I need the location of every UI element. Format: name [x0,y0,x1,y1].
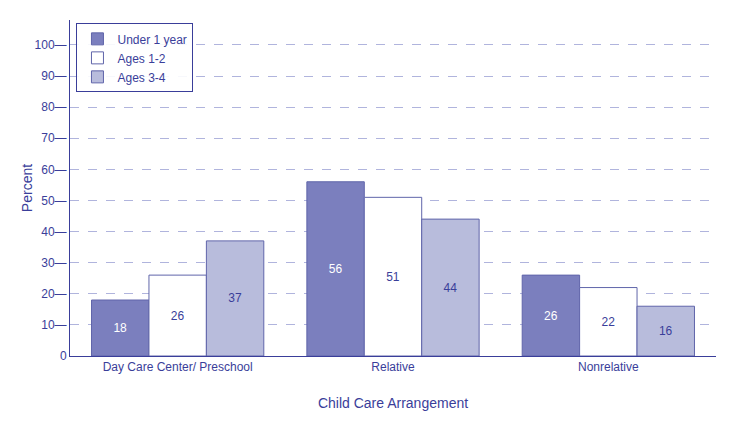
svg-text:Ages 3-4: Ages 3-4 [117,71,165,85]
svg-text:Ages 1-2: Ages 1-2 [117,52,165,66]
svg-text:22: 22 [601,315,615,329]
svg-text:44: 44 [444,281,458,295]
svg-text:26: 26 [544,309,558,323]
svg-text:60—: 60— [41,163,66,177]
svg-text:16: 16 [659,324,673,338]
svg-text:37: 37 [228,291,242,305]
svg-text:26: 26 [171,309,185,323]
svg-text:70—: 70— [41,131,66,145]
svg-text:10—: 10— [41,318,66,332]
svg-text:30—: 30— [41,256,66,270]
svg-text:18: 18 [113,321,127,335]
svg-text:40—: 40— [41,225,66,239]
svg-text:100—: 100— [35,38,67,52]
svg-text:Relative: Relative [371,360,415,374]
svg-text:Child Care Arrangement: Child Care Arrangement [318,395,468,411]
svg-text:Under 1 year: Under 1 year [117,33,186,47]
svg-text:90—: 90— [41,69,66,83]
svg-text:51: 51 [386,270,400,284]
svg-text:50—: 50— [41,194,66,208]
svg-text:80—: 80— [41,100,66,114]
svg-text:0: 0 [60,349,67,363]
svg-text:20—: 20— [41,287,66,301]
svg-text:Day Care Center/ Preschool: Day Care Center/ Preschool [103,360,253,374]
svg-text:Percent: Percent [19,164,35,212]
svg-text:56: 56 [329,262,343,276]
svg-text:Nonrelative: Nonrelative [578,360,639,374]
